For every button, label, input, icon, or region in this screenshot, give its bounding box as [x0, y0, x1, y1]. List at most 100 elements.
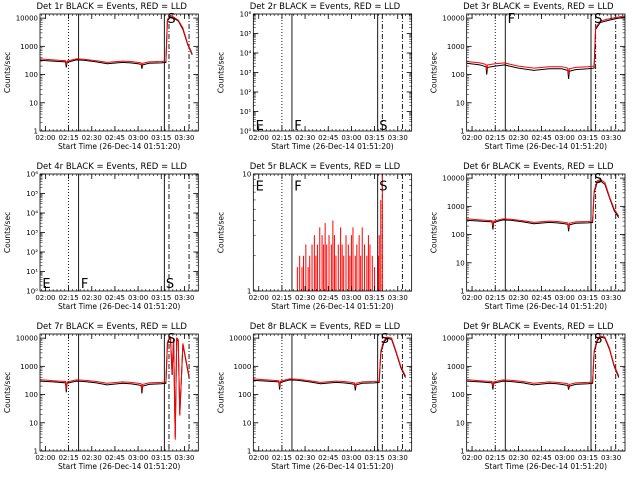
- y-tick-label: 10⁴: [240, 50, 252, 58]
- x-tick-label: 03:00: [128, 454, 148, 462]
- x-tick-label: 03:30: [174, 134, 194, 142]
- marker-F: F: [508, 12, 515, 27]
- series-line-red: [466, 335, 620, 389]
- series-line-red: [466, 15, 625, 75]
- plot-area: [40, 14, 193, 131]
- y-tick-label: 1: [247, 288, 251, 296]
- y-tick-label: 10⁶: [26, 171, 38, 179]
- x-tick-label: 02:45: [105, 294, 125, 302]
- x-tick-label: 02:15: [58, 294, 78, 302]
- x-tick-label: 03:15: [578, 134, 598, 142]
- y-tick-label: 10000: [442, 175, 464, 183]
- plot-frame: [39, 173, 199, 292]
- y-tick-label: 100: [451, 391, 464, 399]
- x-tick-label: 03:00: [341, 454, 361, 462]
- y-axis-label: Counts/sec: [3, 212, 12, 253]
- plot-area: [466, 174, 620, 291]
- x-axis-label: Start Time (26-Dec-14 01:51:20): [58, 142, 180, 151]
- marker-S: S: [594, 332, 602, 347]
- marker-F: F: [294, 119, 301, 134]
- y-tick-label: 1: [34, 448, 38, 456]
- x-tick-label: 03:15: [151, 134, 171, 142]
- y-axis-label: Counts/sec: [216, 372, 225, 413]
- y-tick-label: 100: [238, 391, 251, 399]
- x-tick-label: 03:30: [388, 454, 408, 462]
- marker-S: S: [594, 172, 602, 187]
- x-tick-label: 03:30: [601, 294, 621, 302]
- x-tick-label: 02:45: [531, 294, 551, 302]
- panel-title: Det 9r BLACK = Events, RED = LLD: [463, 322, 614, 332]
- x-tick-label: 03:15: [364, 294, 384, 302]
- y-tick-label: 1000: [447, 363, 465, 371]
- x-tick-label: 02:45: [531, 134, 551, 142]
- x-tick-label: 03:30: [174, 294, 194, 302]
- y-tick-label: 100: [451, 71, 464, 79]
- plot-area: [466, 14, 625, 131]
- plot-frame: [252, 173, 413, 292]
- series-line-red: [253, 336, 406, 388]
- y-tick-label: 10000: [16, 15, 38, 23]
- panel-title: Det 7r BLACK = Events, RED = LLD: [36, 322, 187, 332]
- x-tick-label: 02:00: [35, 454, 55, 462]
- y-tick-label: 1: [460, 448, 464, 456]
- marker-S: S: [594, 12, 602, 27]
- y-tick-label: 10000: [16, 335, 38, 343]
- x-tick-label: 03:30: [601, 454, 621, 462]
- x-tick-label: 02:00: [35, 134, 55, 142]
- y-tick-label: 10⁰: [26, 288, 38, 296]
- panel-title: Det 2r BLACK = Events, RED = LLD: [250, 2, 401, 12]
- x-tick-label: 02:30: [508, 134, 528, 142]
- y-tick-label: 1000: [447, 203, 465, 211]
- y-tick-label: 10⁴: [26, 210, 38, 218]
- x-axis-label: Start Time (26-Dec-14 01:51:20): [271, 302, 393, 311]
- y-tick-label: 10: [29, 99, 38, 107]
- detector-panel-2: Det 2r BLACK = Events, RED = LLD E F S 02:00…: [216, 2, 413, 151]
- x-tick-label: 02:30: [82, 294, 102, 302]
- x-tick-label: 02:00: [249, 294, 269, 302]
- x-tick-label: 02:15: [58, 134, 78, 142]
- y-tick-label: 10⁵: [26, 190, 38, 198]
- x-tick-label: 03:15: [151, 294, 171, 302]
- x-tick-label: 02:00: [462, 454, 482, 462]
- x-tick-label: 02:15: [485, 294, 505, 302]
- marker-E: E: [42, 277, 50, 292]
- x-tick-label: 03:30: [388, 294, 408, 302]
- plot-area: [466, 334, 620, 451]
- y-tick-label: 10⁶: [240, 11, 252, 19]
- y-tick-label: 1: [460, 288, 464, 296]
- x-tick-label: 02:15: [58, 454, 78, 462]
- x-tick-label: 02:45: [105, 134, 125, 142]
- y-tick-label: 10: [456, 419, 465, 427]
- x-tick-label: 02:45: [318, 294, 338, 302]
- marker-S: S: [166, 277, 174, 292]
- x-tick-label: 03:30: [388, 134, 408, 142]
- detector-panel-4: Det 4r BLACK = Events, RED = LLD E F S 02:00…: [3, 162, 199, 311]
- y-tick-label: 10²: [26, 249, 38, 257]
- x-tick-label: 02:00: [249, 134, 269, 142]
- x-tick-label: 02:00: [35, 294, 55, 302]
- y-axis-label: Counts/sec: [216, 212, 225, 253]
- x-tick-label: 03:00: [128, 134, 148, 142]
- x-tick-label: 02:00: [249, 454, 269, 462]
- x-tick-label: 03:00: [341, 294, 361, 302]
- x-tick-label: 02:30: [295, 134, 315, 142]
- y-tick-label: 10²: [240, 89, 252, 97]
- plot-frame: [466, 333, 626, 452]
- y-tick-label: 10000: [442, 15, 464, 23]
- x-tick-label: 03:30: [174, 454, 194, 462]
- x-tick-label: 03:15: [364, 134, 384, 142]
- x-tick-label: 02:45: [105, 454, 125, 462]
- plot-area: [68, 174, 190, 291]
- x-tick-label: 02:30: [295, 294, 315, 302]
- y-axis-label: Counts/sec: [216, 52, 225, 93]
- x-tick-label: 02:30: [82, 454, 102, 462]
- y-tick-label: 10¹: [26, 268, 38, 276]
- y-tick-label: 10000: [229, 335, 251, 343]
- plot-area: [40, 334, 190, 451]
- y-axis-label: Counts/sec: [3, 372, 12, 413]
- x-axis-label: Start Time (26-Dec-14 01:51:20): [58, 302, 180, 311]
